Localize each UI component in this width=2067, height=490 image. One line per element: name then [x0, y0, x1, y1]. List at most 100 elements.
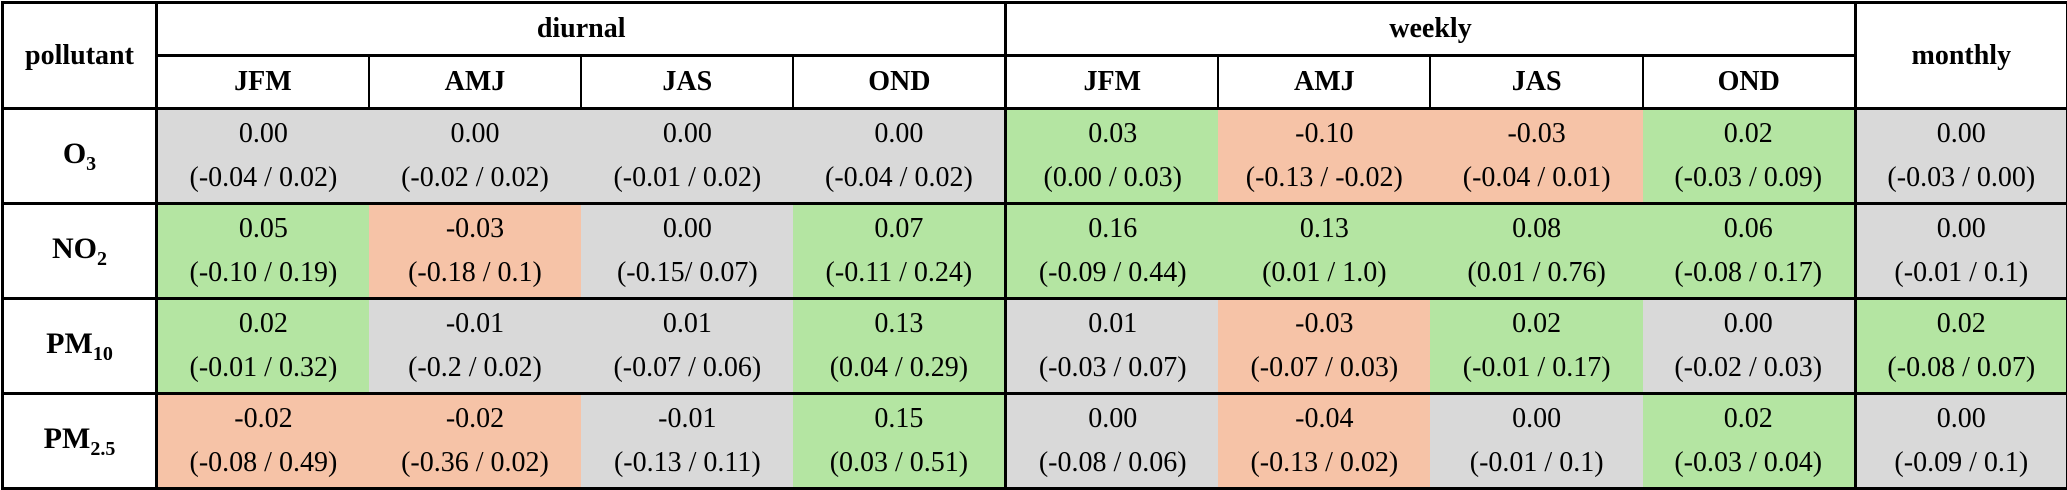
pollutant-subscript: 2: [97, 248, 107, 270]
cell-range: (-0.02 / 0.03): [1643, 346, 1854, 390]
pollutant-base: O: [63, 137, 86, 170]
cell-range: (-0.01 / 0.32): [158, 346, 369, 390]
cell-value: -0.03: [1218, 302, 1430, 346]
cell-value: -0.04: [1218, 397, 1430, 441]
cell-value: -0.03: [1430, 112, 1642, 156]
cell-range: (-0.36 / 0.02): [369, 441, 581, 485]
cell: 0.00(-0.01 / 0.1): [1430, 394, 1642, 489]
cell-value: 0.02: [1857, 302, 2066, 346]
cell-range: (-0.01 / 0.17): [1430, 346, 1642, 390]
cell-range: (-0.02 / 0.02): [369, 156, 581, 200]
cell-range: (-0.07 / 0.06): [581, 346, 793, 390]
pollutant-base: PM: [44, 422, 91, 455]
cell-value: 0.00: [1643, 302, 1854, 346]
cell-value: 0.16: [1007, 207, 1218, 251]
pollutant-base: NO: [52, 232, 97, 265]
season-header: JAS: [1430, 56, 1642, 109]
cell: 0.00(-0.04 / 0.02): [793, 109, 1005, 204]
cell-range: (-0.09 / 0.1): [1857, 441, 2066, 485]
cell: -0.02(-0.36 / 0.02): [369, 394, 581, 489]
cell-range: (-0.13 / 0.02): [1218, 441, 1430, 485]
corner-header: pollutant: [3, 3, 157, 109]
cell-range: (-0.08 / 0.49): [158, 441, 369, 485]
group-header: weekly: [1006, 3, 1855, 56]
pollutant-base: PM: [46, 327, 93, 360]
group-header: monthly: [1855, 3, 2067, 109]
cell-value: 0.00: [1007, 397, 1218, 441]
cell: -0.03(-0.04 / 0.01): [1430, 109, 1642, 204]
cell-value: 0.01: [1007, 302, 1218, 346]
pollutant: PM10: [3, 299, 157, 394]
cell-range: (0.03 / 0.51): [793, 441, 1004, 485]
cell-value: 0.13: [793, 302, 1004, 346]
cell-range: (-0.08 / 0.06): [1007, 441, 1218, 485]
pollutant-subscript: 3: [86, 153, 96, 175]
cell-range: (-0.07 / 0.03): [1218, 346, 1430, 390]
season-header: JFM: [1006, 56, 1218, 109]
cell-range: (-0.01 / 0.02): [581, 156, 793, 200]
cell-range: (-0.13 / -0.02): [1218, 156, 1430, 200]
cell: 0.00(-0.09 / 0.1): [1855, 394, 2067, 489]
cell-value: 0.05: [158, 207, 369, 251]
cell: 0.02(-0.01 / 0.32): [157, 299, 369, 394]
cell: 0.01(-0.07 / 0.06): [581, 299, 793, 394]
cell-range: (-0.18 / 0.1): [369, 251, 581, 295]
cell-value: 0.00: [1430, 397, 1642, 441]
cell-value: 0.06: [1643, 207, 1854, 251]
cell: 0.01(-0.03 / 0.07): [1006, 299, 1218, 394]
cell: 0.00(-0.02 / 0.02): [369, 109, 581, 204]
cell: -0.01(-0.2 / 0.02): [369, 299, 581, 394]
cell-value: 0.02: [1430, 302, 1642, 346]
cell-range: (-0.2 / 0.02): [369, 346, 581, 390]
cell: 0.02(-0.03 / 0.09): [1643, 109, 1855, 204]
cell-value: 0.08: [1430, 207, 1642, 251]
cell: 0.03(0.00 / 0.03): [1006, 109, 1218, 204]
cell-value: 0.02: [1643, 397, 1854, 441]
cell-range: (-0.03 / 0.04): [1643, 441, 1854, 485]
cell: 0.07(-0.11 / 0.24): [793, 204, 1005, 299]
cell-range: (-0.10 / 0.19): [158, 251, 369, 295]
cell-range: (-0.01 / 0.1): [1430, 441, 1642, 485]
cell: -0.03(-0.07 / 0.03): [1218, 299, 1430, 394]
cell: 0.00(-0.08 / 0.06): [1006, 394, 1218, 489]
cell-value: 0.13: [1218, 207, 1430, 251]
cell: 0.02(-0.01 / 0.17): [1430, 299, 1642, 394]
cell-value: -0.01: [369, 302, 581, 346]
cell-value: 0.00: [1857, 397, 2066, 441]
cell-value: 0.00: [581, 112, 793, 156]
cell-range: (0.01 / 0.76): [1430, 251, 1642, 295]
cell-range: (-0.13 / 0.11): [581, 441, 793, 485]
cell-range: (0.00 / 0.03): [1007, 156, 1218, 200]
cell: 0.16(-0.09 / 0.44): [1006, 204, 1218, 299]
cell-value: 0.01: [581, 302, 793, 346]
cell-value: -0.01: [581, 397, 793, 441]
pollutant-subscript: 2.5: [90, 438, 115, 460]
cell: 0.00(-0.03 / 0.00): [1855, 109, 2067, 204]
cell-range: (-0.01 / 0.1): [1857, 251, 2066, 295]
cell: 0.02(-0.08 / 0.07): [1855, 299, 2067, 394]
cell-value: 0.03: [1007, 112, 1218, 156]
cell-range: (-0.08 / 0.07): [1857, 346, 2066, 390]
cell-value: 0.07: [793, 207, 1004, 251]
season-header: OND: [793, 56, 1005, 109]
cell-value: 0.00: [581, 207, 793, 251]
cell-range: (0.01 / 1.0): [1218, 251, 1430, 295]
cell-range: (-0.04 / 0.01): [1430, 156, 1642, 200]
cell-range: (-0.09 / 0.44): [1007, 251, 1218, 295]
cell: 0.00(-0.01 / 0.02): [581, 109, 793, 204]
cell: -0.01(-0.13 / 0.11): [581, 394, 793, 489]
cell: 0.02(-0.03 / 0.04): [1643, 394, 1855, 489]
cell-value: -0.03: [369, 207, 581, 251]
cell-range: (-0.03 / 0.00): [1857, 156, 2066, 200]
cell: 0.13(0.01 / 1.0): [1218, 204, 1430, 299]
cell-range: (-0.04 / 0.02): [158, 156, 369, 200]
cell: 0.00(-0.02 / 0.03): [1643, 299, 1855, 394]
pollutant-subscript: 10: [93, 343, 113, 365]
cell: 0.05(-0.10 / 0.19): [157, 204, 369, 299]
